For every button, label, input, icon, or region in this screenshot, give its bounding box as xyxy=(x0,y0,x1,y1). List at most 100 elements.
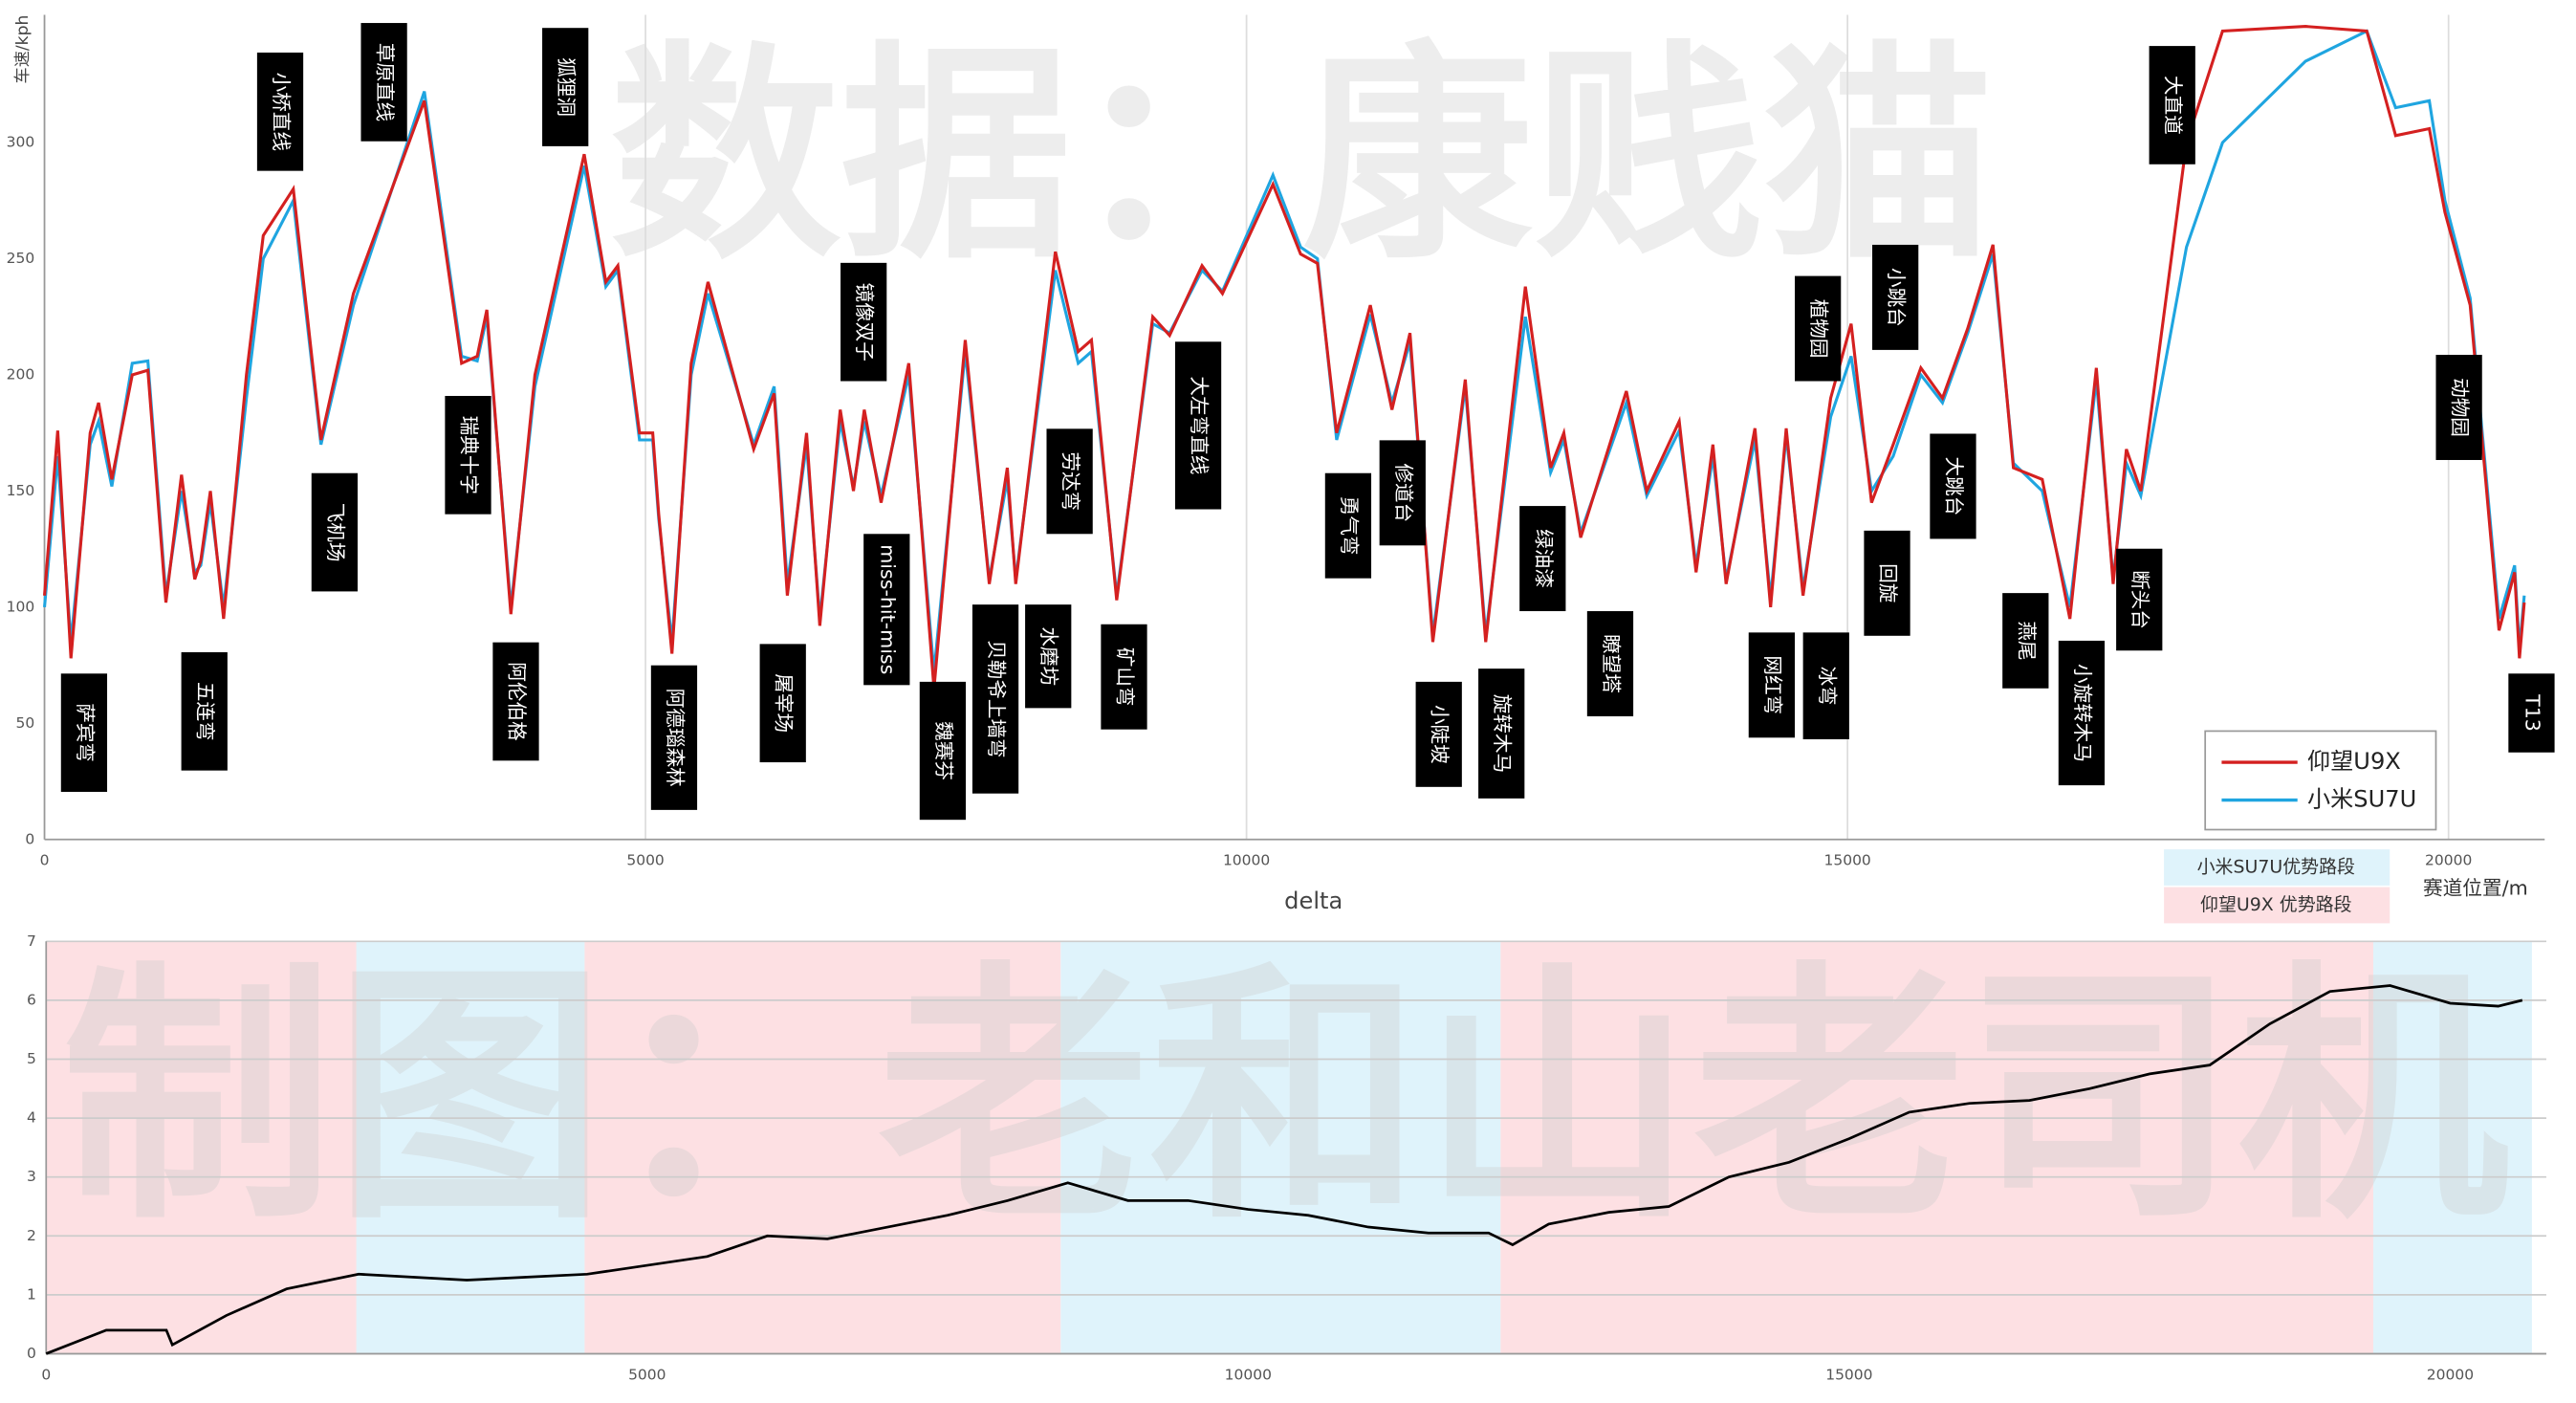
y-tick-label: 250 xyxy=(7,250,35,267)
chart-title: delta xyxy=(1284,888,1343,914)
annotation-box xyxy=(1415,681,1462,787)
annotation-box xyxy=(360,23,407,142)
x-tick-label: 0 xyxy=(40,852,50,869)
annotation-box xyxy=(1930,433,1976,539)
annotation-box xyxy=(1748,632,1796,738)
y-tick-label: 0 xyxy=(27,1345,36,1362)
annotation: 燕尾 xyxy=(2015,621,2038,660)
annotation-box xyxy=(1795,275,1842,382)
x-tick-label: 0 xyxy=(41,1366,51,1383)
annotation: 小陡坡 xyxy=(1429,705,1452,764)
legend-label: 小米SU7U xyxy=(2307,786,2416,813)
annotation: 五连弯 xyxy=(194,682,217,741)
region xyxy=(1060,941,1501,1354)
legend-swatch xyxy=(2164,887,2390,924)
y-tick-label: 1 xyxy=(27,1285,36,1303)
annotation-box xyxy=(2435,355,2482,460)
y-tick-label: 200 xyxy=(7,365,35,383)
annotation-box xyxy=(1174,341,1222,510)
annotation-box xyxy=(542,28,589,146)
annotation: 阿德瑙森林 xyxy=(664,689,687,787)
y-tick-label: 100 xyxy=(7,598,35,615)
region xyxy=(584,941,1061,1354)
watermark: 制图：老和山老司机 xyxy=(62,939,2509,1255)
y-tick-label: 300 xyxy=(7,134,35,151)
annotation-box xyxy=(919,681,967,821)
annotation-box xyxy=(1519,506,1566,612)
annotation-box xyxy=(650,665,698,810)
annotation: 旋转木马 xyxy=(1491,694,1514,773)
annotation-box xyxy=(445,395,491,515)
annotation: miss-hit-miss xyxy=(876,544,899,674)
annotation-box xyxy=(2116,548,2163,651)
annotation-box xyxy=(1101,624,1147,730)
annotation: 萨宾弯 xyxy=(74,703,97,762)
annotation: 大跳台 xyxy=(1942,457,1965,516)
series-line xyxy=(42,29,2526,673)
legend-label: 仰望U9X 优势路段 xyxy=(2200,894,2352,915)
annotation: 植物园 xyxy=(1807,299,1830,359)
region xyxy=(1500,941,2373,1354)
annotation: 飞机场 xyxy=(324,503,347,562)
annotation-box xyxy=(759,644,806,763)
annotation-box xyxy=(1046,428,1093,535)
annotation: 劳达弯 xyxy=(1059,451,1082,511)
annotation: 大直道 xyxy=(2162,76,2185,135)
y-tick-label: 150 xyxy=(7,482,35,499)
y-tick-label: 50 xyxy=(15,714,34,732)
annotation-box xyxy=(2058,640,2106,786)
y-tick-label: 4 xyxy=(27,1109,36,1127)
annotation: 修道台 xyxy=(1392,463,1415,522)
annotation-box xyxy=(60,673,108,792)
annotation-box xyxy=(1872,244,1919,350)
annotation-box xyxy=(1324,472,1372,579)
annotation: 阿伦伯格 xyxy=(505,662,528,741)
annotation: 魏赛芬 xyxy=(932,721,955,780)
annotation: 瞭望塔 xyxy=(1600,634,1623,693)
annotation-box xyxy=(1586,611,1634,716)
annotation-box xyxy=(1025,604,1072,709)
y-tick-label: 6 xyxy=(27,991,36,1008)
annotation: 冰弯 xyxy=(1816,667,1839,706)
annotation-box xyxy=(181,651,228,771)
annotation: 草原直线 xyxy=(374,43,397,121)
annotation: 回旋 xyxy=(1877,563,1900,603)
y-tick-label: 7 xyxy=(27,932,36,950)
x-tick-label: 5000 xyxy=(626,852,664,869)
series-line xyxy=(42,25,2526,690)
x-tick-label: 20000 xyxy=(2427,1366,2474,1383)
y-tick-label: 5 xyxy=(27,1050,36,1067)
x-tick-label: 10000 xyxy=(1225,1366,1272,1383)
annotation: 勇气弯 xyxy=(1338,496,1361,556)
annotation-box xyxy=(2508,673,2555,753)
x-tick-label: 5000 xyxy=(628,1366,666,1383)
annotation-box xyxy=(840,262,887,382)
annotation: 动物园 xyxy=(2449,378,2472,437)
annotation-box xyxy=(1379,440,1426,546)
annotation: T13 xyxy=(2521,693,2543,732)
y-tick-label: 3 xyxy=(27,1168,36,1185)
annotation-box xyxy=(1802,632,1849,740)
x-tick-label: 20000 xyxy=(2425,852,2472,869)
legend-swatch xyxy=(2164,849,2390,886)
annotation-box xyxy=(2002,593,2049,689)
annotation-box xyxy=(1478,669,1525,799)
x-tick-label: 15000 xyxy=(1825,1366,1872,1383)
legend-label: 仰望U9X xyxy=(2307,748,2401,775)
y-tick-label: 0 xyxy=(25,830,34,847)
legend-label: 小米SU7U优势路段 xyxy=(2197,857,2356,878)
annotation: 矿山弯 xyxy=(1113,647,1136,707)
annotation: 狐狸洞 xyxy=(555,57,578,117)
annotation: 瑞典十字 xyxy=(457,416,480,494)
region xyxy=(2372,941,2532,1354)
annotation: 贝勒爷上墙弯 xyxy=(985,640,1008,758)
x-tick-label: 15000 xyxy=(1823,852,1870,869)
annotation: 水磨坊 xyxy=(1037,626,1060,686)
watermark: 数据：康贱猫 xyxy=(610,22,1995,291)
annotation: 屠宰场 xyxy=(773,673,796,733)
annotation: 小旋转木马 xyxy=(2071,664,2094,762)
annotation-box xyxy=(256,52,304,171)
y-axis-label: 车速/kph xyxy=(13,15,33,84)
annotation-box xyxy=(311,472,359,592)
